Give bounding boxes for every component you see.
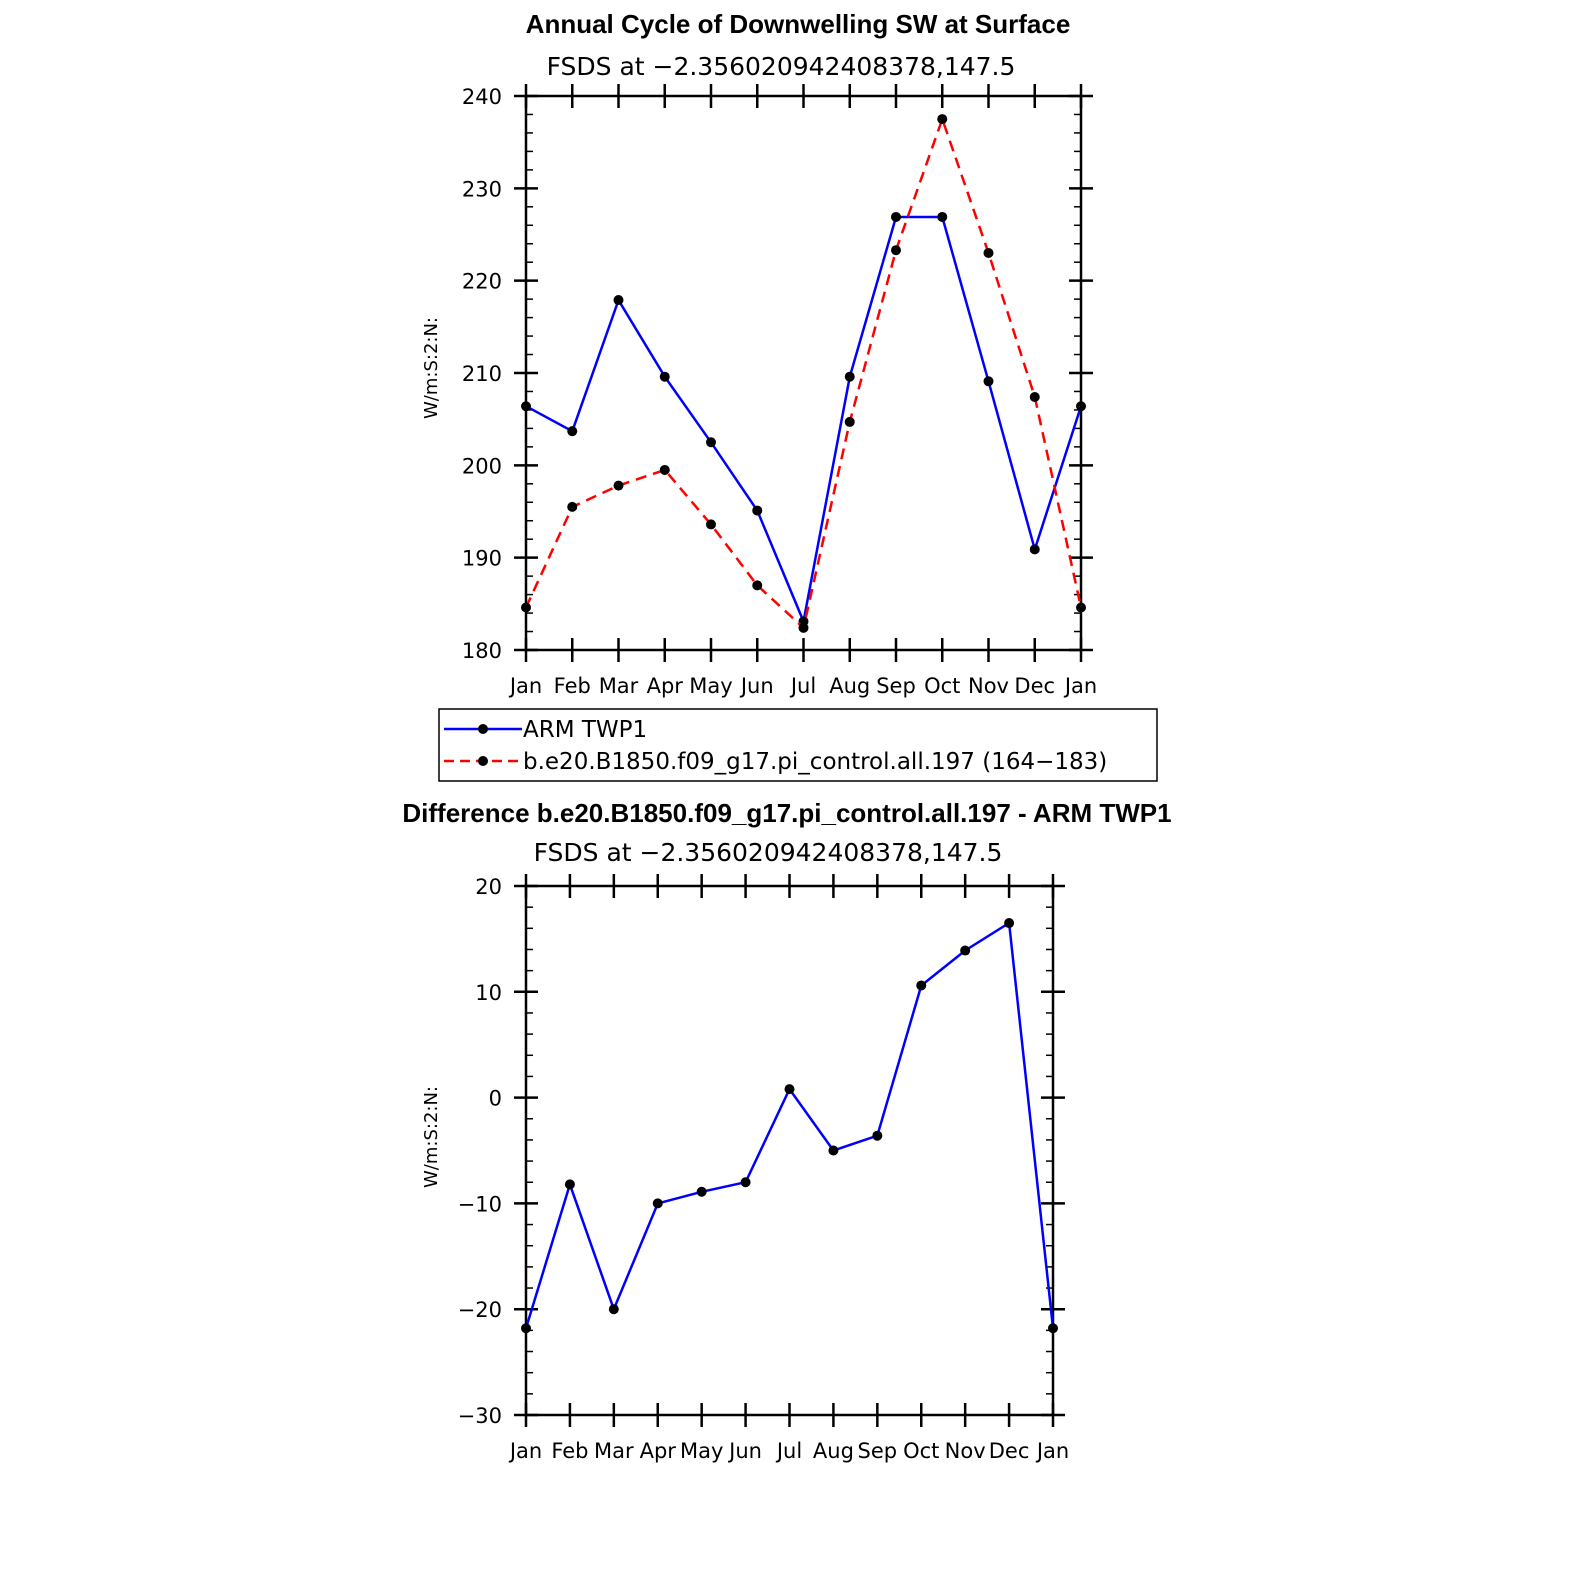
x-tick-label: Jan — [1063, 674, 1097, 698]
y-tick-label: 210 — [462, 362, 502, 386]
y-tick-label: 0 — [489, 1087, 502, 1111]
data-point — [613, 480, 624, 491]
data-point — [828, 1145, 839, 1156]
x-tick-label: Aug — [813, 1439, 854, 1463]
x-tick-label: May — [689, 674, 732, 698]
data-point — [891, 245, 901, 256]
x-tick-label: Jul — [789, 674, 816, 698]
x-tick-label: Dec — [989, 1439, 1030, 1463]
data-point — [567, 501, 578, 512]
legend-marker-model — [478, 756, 488, 766]
x-tick-label: Jan — [1035, 1439, 1069, 1463]
data-point — [706, 519, 716, 530]
data-point — [659, 464, 670, 475]
x-tick-label: Dec — [1014, 674, 1055, 698]
data-point — [1029, 392, 1040, 403]
plot-frame — [524, 94, 1083, 652]
data-point — [613, 295, 624, 306]
legend-marker-arm — [478, 724, 488, 734]
x-tick-label: Nov — [945, 1439, 986, 1463]
data-point — [752, 505, 763, 516]
data-point — [784, 1084, 795, 1095]
x-tick-label: Mar — [599, 674, 639, 698]
series-line-0 — [524, 920, 1055, 1329]
y-tick-label: 20 — [475, 875, 502, 899]
y-tick-label: 240 — [462, 85, 502, 109]
y-tick-label: 230 — [462, 177, 502, 201]
legend: ARM TWP1 b.e20.B1850.f09_g17.pi_control.… — [438, 708, 1158, 782]
difference-chart: Difference b.e20.B1850.f09_g17.pi_contro… — [402, 798, 1171, 1463]
data-point — [752, 580, 763, 591]
data-point — [844, 416, 855, 427]
legend-box — [438, 708, 1158, 782]
x-tick-label: Apr — [640, 1439, 677, 1463]
data-point — [916, 980, 927, 991]
x-tick-label: Aug — [829, 674, 870, 698]
data-point — [521, 602, 531, 613]
y-tick-label: 220 — [462, 270, 502, 294]
x-tick-label: Oct — [903, 1439, 939, 1463]
data-point — [983, 376, 994, 387]
data-point — [844, 371, 855, 382]
series-line-0 — [525, 215, 1083, 626]
x-tick-label: Nov — [968, 674, 1009, 698]
data-point — [521, 401, 531, 412]
data-point — [652, 1198, 663, 1209]
y-axis-label: W/m:S:2:N: — [421, 317, 442, 419]
data-point — [696, 1186, 707, 1197]
data-point — [740, 1177, 751, 1188]
x-tick-label: Jul — [775, 1439, 802, 1463]
x-tick-label: Feb — [554, 674, 591, 698]
data-point — [891, 211, 901, 222]
x-tick-label: Feb — [551, 1439, 588, 1463]
data-point — [983, 247, 994, 258]
data-point — [567, 426, 578, 437]
chart-subtitle: FSDS at −2.356020942408378,147.5 — [547, 52, 1016, 81]
data-point — [1076, 602, 1086, 613]
y-tick-label: −20 — [458, 1298, 502, 1322]
x-tick-label: May — [680, 1439, 723, 1463]
data-point — [872, 1130, 883, 1141]
x-tick-label: Apr — [647, 674, 684, 698]
plot-frame — [524, 884, 1055, 1417]
data-point — [608, 1304, 619, 1315]
data-point — [960, 945, 971, 956]
x-tick-label: Jan — [508, 674, 542, 698]
y-tick-label: −30 — [458, 1404, 502, 1428]
y-tick-label: 10 — [475, 981, 502, 1005]
x-tick-label: Oct — [924, 674, 960, 698]
data-point — [1048, 1323, 1058, 1334]
data-point — [1029, 544, 1040, 555]
x-tick-label: Mar — [594, 1439, 634, 1463]
legend-entry-arm: ARM TWP1 — [444, 717, 647, 743]
x-tick-label: Jun — [739, 674, 774, 698]
data-point — [1004, 918, 1015, 929]
chart-subtitle: FSDS at −2.356020942408378,147.5 — [534, 838, 1003, 867]
y-tick-label: 200 — [462, 454, 502, 478]
chart-title: Annual Cycle of Downwelling SW at Surfac… — [526, 9, 1071, 39]
x-tick-label: Jun — [727, 1439, 762, 1463]
y-tick-label: 180 — [462, 639, 502, 663]
series-line-1 — [524, 115, 1083, 631]
y-tick-label: 190 — [462, 547, 502, 571]
data-point — [659, 371, 670, 382]
annual-cycle-chart: Annual Cycle of Downwelling SW at Surfac… — [421, 9, 1097, 698]
data-point — [937, 211, 948, 222]
legend-label-model: b.e20.B1850.f09_g17.pi_control.all.197 (… — [523, 749, 1107, 775]
data-point — [798, 622, 809, 633]
y-tick-label: −10 — [458, 1192, 502, 1216]
legend-entry-model: b.e20.B1850.f09_g17.pi_control.all.197 (… — [444, 749, 1107, 775]
x-tick-label: Jan — [508, 1439, 542, 1463]
data-point — [564, 1179, 575, 1190]
data-point — [1076, 401, 1086, 412]
data-point — [937, 114, 948, 125]
chart-title: Difference b.e20.B1850.f09_g17.pi_contro… — [402, 798, 1171, 828]
x-tick-label: Sep — [858, 1439, 898, 1463]
data-point — [706, 437, 716, 448]
x-tick-label: Sep — [876, 674, 916, 698]
y-axis-label: W/m:S:2:N: — [421, 1086, 442, 1188]
data-point — [521, 1323, 531, 1334]
legend-label-arm: ARM TWP1 — [523, 717, 647, 743]
